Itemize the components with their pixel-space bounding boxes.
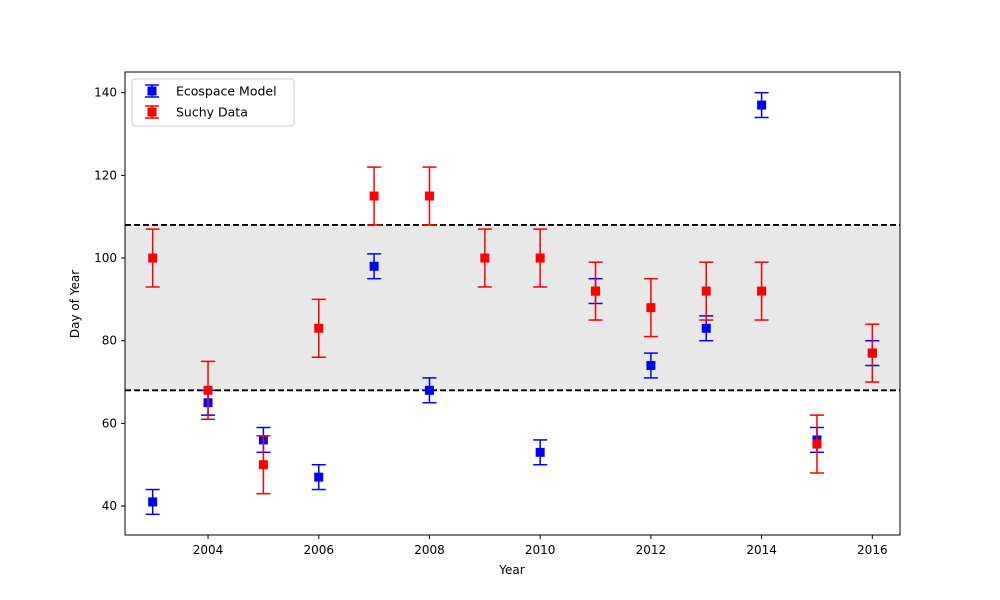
x-tick-label: 2008 <box>414 543 445 557</box>
legend-frame <box>131 78 295 127</box>
series-2 <box>145 166 880 495</box>
data-point <box>203 385 213 395</box>
data-point <box>424 385 434 395</box>
legend-marker <box>147 107 157 117</box>
legend-label: Ecospace Model <box>176 84 277 99</box>
series-layer <box>145 91 880 516</box>
legend: Ecospace Model Suchy Data <box>131 78 295 127</box>
data-point <box>757 286 767 296</box>
y-axis: 40 60 80 100 120 140 <box>94 86 125 513</box>
y-tick-label: 120 <box>94 168 117 182</box>
legend-entry: Suchy Data <box>145 105 248 120</box>
data-point <box>757 100 767 110</box>
data-point <box>369 261 379 271</box>
reference-band <box>125 224 900 392</box>
x-axis-label: Year <box>498 563 524 577</box>
data-point <box>369 191 379 201</box>
y-tick-label: 80 <box>102 334 117 348</box>
x-tick-label: 2010 <box>525 543 556 557</box>
data-point <box>148 253 158 263</box>
x-tick-label: 2016 <box>857 543 888 557</box>
data-point <box>258 460 268 470</box>
x-tick-label: 2004 <box>193 543 224 557</box>
y-tick-label: 60 <box>102 416 117 430</box>
data-point <box>867 348 877 358</box>
legend-entry: Ecospace Model <box>145 84 277 99</box>
data-point <box>314 472 324 482</box>
data-point <box>480 253 490 263</box>
plot-frame <box>124 71 901 536</box>
legend-marker <box>147 86 157 96</box>
data-point <box>535 253 545 263</box>
y-axis-label: Day of Year <box>68 270 82 338</box>
y-tick-label: 40 <box>102 499 117 513</box>
x-tick-label: 2006 <box>303 543 334 557</box>
data-point <box>701 323 711 333</box>
data-point <box>535 447 545 457</box>
data-point <box>148 497 158 507</box>
data-point <box>812 439 822 449</box>
data-point <box>646 303 656 313</box>
data-point <box>701 286 711 296</box>
x-axis: 2004 2006 2008 2010 2012 2014 2016 <box>193 535 888 557</box>
band-fill <box>125 224 900 391</box>
data-point <box>591 286 601 296</box>
y-tick-label: 140 <box>94 86 117 100</box>
data-point <box>646 361 656 371</box>
y-tick-label: 100 <box>94 251 117 265</box>
x-tick-label: 2012 <box>636 543 667 557</box>
data-point <box>424 191 434 201</box>
x-tick-label: 2014 <box>746 543 777 557</box>
legend-label: Suchy Data <box>176 105 248 120</box>
data-point <box>314 323 324 333</box>
